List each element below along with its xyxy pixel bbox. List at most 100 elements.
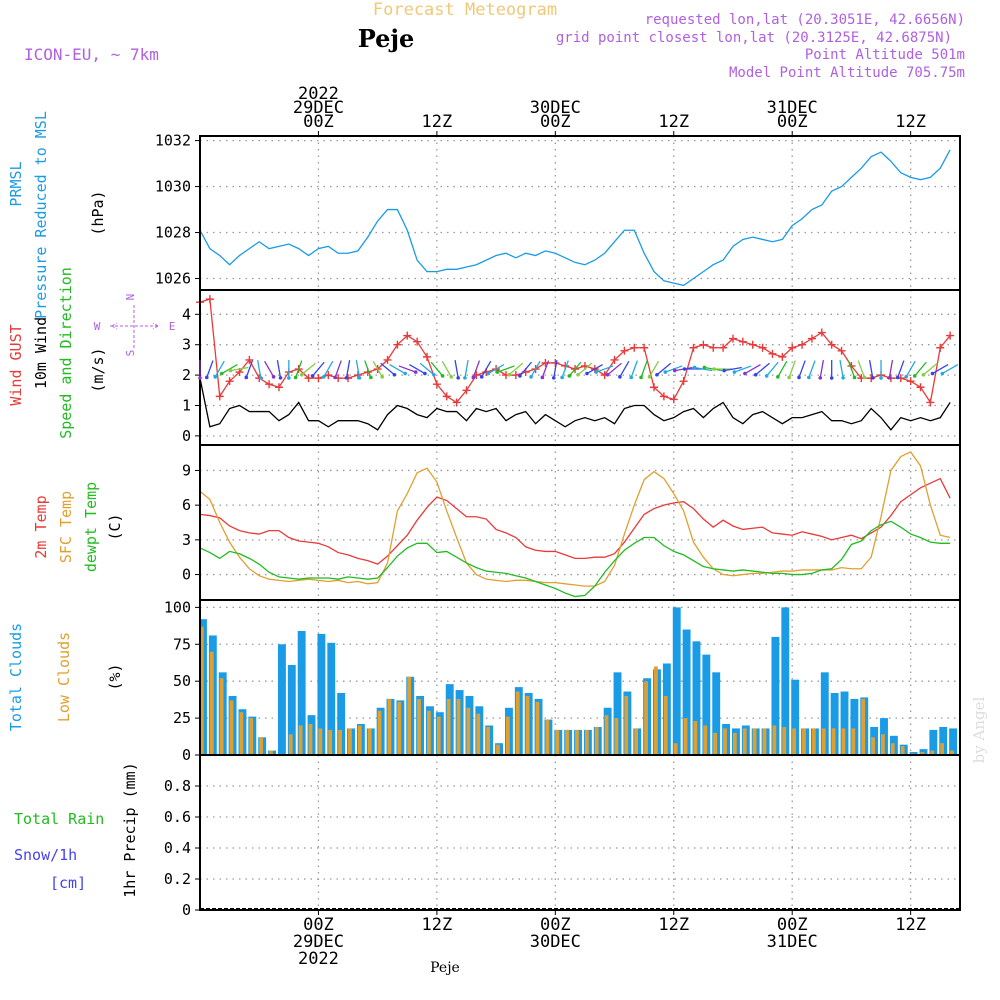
low-cloud-bar bbox=[713, 732, 717, 755]
wind-arrow-head bbox=[618, 375, 622, 379]
wind-arrow bbox=[586, 363, 603, 375]
low-cloud-bar bbox=[229, 700, 234, 755]
wind-arrow-head bbox=[702, 365, 707, 370]
low-cloud-bar bbox=[772, 725, 777, 755]
wind-arrow-head bbox=[672, 368, 677, 373]
wind-arrow bbox=[847, 360, 856, 378]
time-label-top: 00Z bbox=[303, 112, 334, 132]
wind-arrow-head bbox=[829, 376, 834, 380]
time-label-bottom: 00Z bbox=[777, 915, 808, 935]
wind-arrow bbox=[788, 360, 796, 378]
low-cloud-bar bbox=[496, 744, 500, 755]
wind-arrow bbox=[734, 365, 752, 373]
wind-arrow bbox=[942, 363, 959, 375]
low-cloud-bar bbox=[269, 750, 273, 755]
unit-pressure: (hPa) bbox=[89, 190, 107, 235]
panel-frame bbox=[199, 135, 961, 291]
wind-arrow bbox=[630, 360, 638, 378]
wind-arrow bbox=[868, 360, 874, 378]
point-altitude: Point Altitude 501m bbox=[805, 47, 965, 63]
low-cloud-bar bbox=[693, 721, 698, 755]
gust-marker bbox=[778, 352, 787, 361]
panel-frame bbox=[199, 444, 961, 601]
wind-arrow-head bbox=[655, 373, 659, 377]
time-label-top: 12Z bbox=[895, 112, 926, 132]
wind-arrow-head bbox=[204, 375, 209, 380]
total-cloud-bar bbox=[791, 679, 800, 755]
wind-arrow-head bbox=[732, 370, 737, 374]
low-cloud-bar bbox=[792, 728, 796, 755]
wind-arrow-head bbox=[663, 370, 668, 374]
y-tick-label: 0.2 bbox=[164, 870, 191, 888]
total-cloud-bar bbox=[327, 642, 336, 755]
wind-arrow bbox=[755, 362, 770, 376]
gust-marker bbox=[265, 380, 274, 389]
low-cloud-bar bbox=[752, 728, 757, 755]
low-cloud-bar bbox=[476, 713, 481, 755]
wind-arrow-head bbox=[887, 376, 892, 380]
low-cloud-bar bbox=[318, 728, 323, 755]
wind-arrow-head bbox=[551, 376, 556, 380]
wind-arrow bbox=[766, 361, 779, 377]
wind-arrow-head bbox=[753, 373, 758, 377]
label-temp-0: 2m Temp bbox=[32, 495, 50, 558]
total-cloud-bar bbox=[712, 672, 721, 755]
wind-arrow bbox=[257, 360, 262, 378]
total-cloud-bar bbox=[692, 641, 701, 755]
y-tick-label: 2 bbox=[182, 366, 191, 384]
wind-arrow-head bbox=[213, 375, 218, 379]
low-cloud-bar bbox=[249, 718, 254, 755]
wind-arrow-head bbox=[852, 375, 857, 380]
y-tick-label: 50 bbox=[173, 672, 191, 690]
wind-arrow-head bbox=[322, 375, 326, 379]
gust-marker bbox=[383, 355, 392, 364]
y-tick-label: 3 bbox=[182, 336, 191, 354]
low-cloud-bar bbox=[723, 728, 727, 755]
low-cloud-bar bbox=[219, 678, 224, 755]
wind-arrow-head bbox=[692, 365, 697, 370]
label-prmsl: PRMSL bbox=[7, 161, 25, 206]
wind-arrow-head bbox=[904, 375, 908, 379]
panel-clouds: 0 25 50 75 100 bbox=[164, 598, 961, 764]
wind-arrow-head bbox=[930, 371, 935, 376]
low-cloud-bar bbox=[200, 626, 204, 755]
gust-marker bbox=[432, 380, 441, 389]
low-cloud-bar bbox=[604, 715, 609, 755]
y-tick-label: 6 bbox=[182, 496, 191, 514]
wind-arrow bbox=[497, 365, 515, 373]
time-label-top: 29DEC bbox=[293, 98, 344, 118]
wind-arrow bbox=[914, 361, 927, 377]
y-tick-label: 1 bbox=[182, 396, 191, 414]
total-cloud-bar bbox=[317, 633, 326, 755]
wind-arrow bbox=[839, 360, 844, 378]
gust-marker bbox=[798, 340, 807, 349]
panels-group: 1026102810301032012340369025507510000.20… bbox=[155, 132, 961, 919]
gust-marker bbox=[936, 343, 945, 352]
legend-snow-unit: [cm] bbox=[50, 874, 86, 892]
low-cloud-bar bbox=[308, 724, 313, 755]
compass-icon: N S W E bbox=[94, 294, 176, 357]
wind-arrow bbox=[206, 360, 214, 378]
gust-marker bbox=[788, 343, 797, 352]
panel-labels: PRMSL Pressure Reduced to MSL (hPa) Wind GU… bbox=[7, 111, 175, 898]
low-cloud-bar bbox=[338, 729, 342, 755]
time-label-bottom: 00Z bbox=[303, 915, 334, 935]
wind-arrow-head bbox=[940, 371, 945, 376]
low-cloud-bar bbox=[575, 729, 579, 755]
low-cloud-bar bbox=[348, 728, 352, 755]
station-title: Peje bbox=[358, 24, 415, 53]
gust-marker bbox=[837, 346, 846, 355]
gust-marker bbox=[205, 295, 214, 304]
unit-wind: (m/s) bbox=[89, 347, 107, 392]
total-cloud-bar bbox=[781, 607, 790, 755]
low-cloud-bar bbox=[328, 729, 333, 755]
low-cloud-bar bbox=[545, 719, 550, 755]
gust-marker bbox=[442, 392, 451, 401]
time-label-top: 00Z bbox=[777, 112, 808, 132]
wind-arrow bbox=[932, 363, 949, 375]
wind-arrow-head bbox=[862, 375, 867, 380]
low-cloud-bar bbox=[555, 729, 560, 755]
wind-arrow-head bbox=[258, 376, 263, 380]
low-cloud-bar bbox=[565, 729, 569, 755]
